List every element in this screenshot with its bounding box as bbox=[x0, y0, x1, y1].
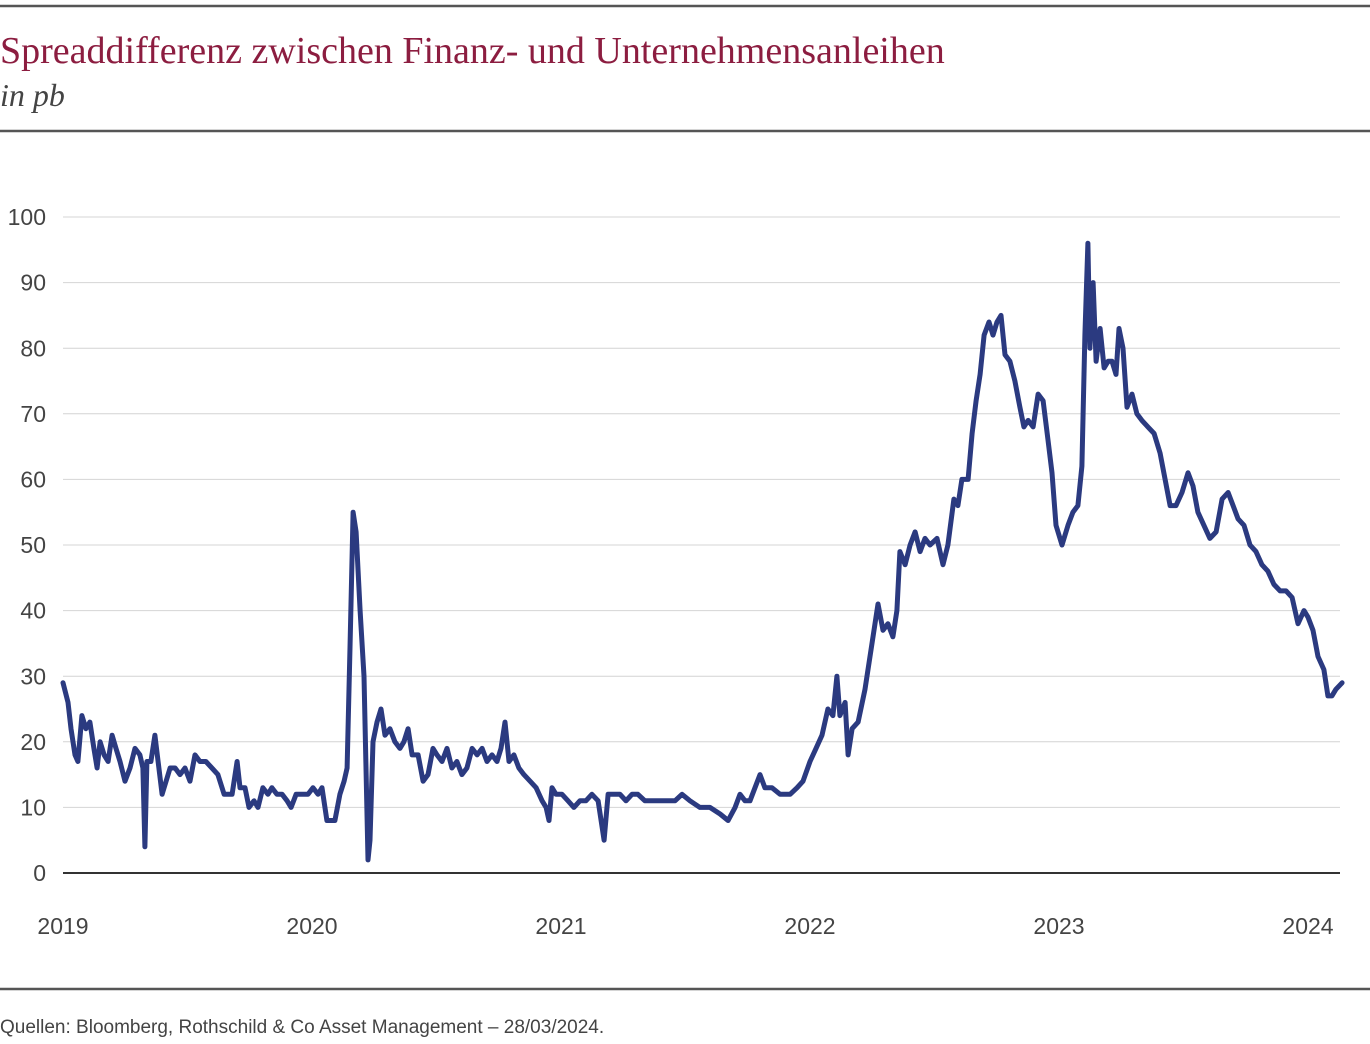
y-tick-label: 100 bbox=[8, 204, 46, 230]
y-tick-label: 60 bbox=[20, 466, 46, 492]
x-tick-label: 2020 bbox=[286, 913, 337, 939]
x-tick-label: 2024 bbox=[1282, 913, 1333, 939]
source-note: Quellen: Bloomberg, Rothschild & Co Asse… bbox=[0, 1017, 604, 1038]
y-tick-label: 30 bbox=[20, 663, 46, 689]
data-line bbox=[60, 240, 1345, 863]
y-tick-label: 80 bbox=[20, 335, 46, 361]
x-tick-label: 2019 bbox=[37, 913, 88, 939]
x-tick-label: 2022 bbox=[784, 913, 835, 939]
x-tick-label: 2023 bbox=[1033, 913, 1084, 939]
y-tick-label: 20 bbox=[20, 729, 46, 755]
y-tick-label: 0 bbox=[33, 860, 46, 886]
chart-subtitle: in pb bbox=[0, 77, 65, 113]
y-tick-label: 40 bbox=[20, 598, 46, 624]
chart-title: Spreaddifferenz zwischen Finanz- und Unt… bbox=[0, 30, 945, 72]
y-tick-label: 70 bbox=[20, 401, 46, 427]
y-tick-label: 50 bbox=[20, 532, 46, 558]
x-tick-label: 2021 bbox=[535, 913, 586, 939]
y-tick-label: 10 bbox=[20, 794, 46, 820]
y-tick-label: 90 bbox=[20, 270, 46, 296]
